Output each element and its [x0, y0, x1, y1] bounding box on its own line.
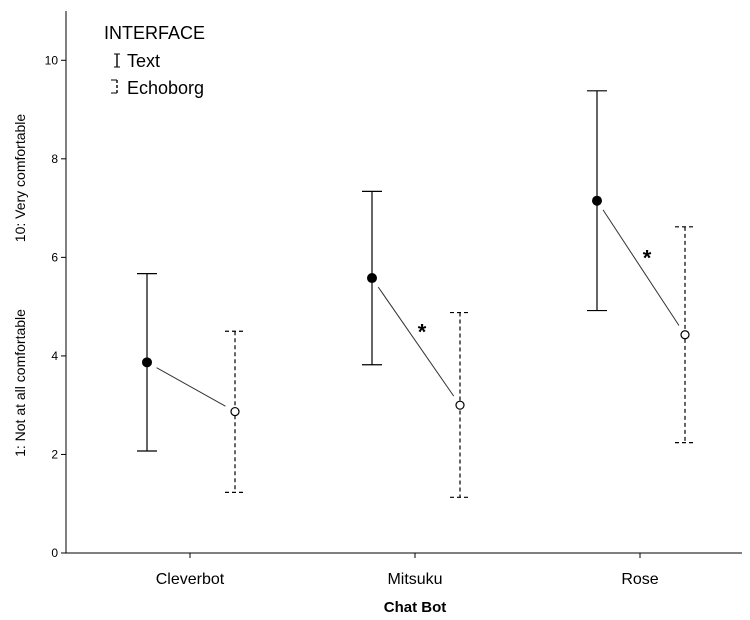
y-tick-label-4: 4 — [51, 349, 58, 363]
connector-mitsuku — [377, 286, 455, 397]
significance-star-mitsuku: * — [418, 320, 427, 345]
x-tick-label-mitsuku: Mitsuku — [387, 571, 442, 588]
connector-cleverbot — [156, 367, 226, 407]
y-axis-label-upper: 10: Very comfortable — [12, 114, 28, 243]
x-tick-label-rose: Rose — [621, 571, 658, 588]
legend-text-label: Text — [127, 51, 160, 71]
legend-echoborg-symbol — [111, 79, 118, 94]
y-tick-label-0: 0 — [51, 546, 58, 560]
legend-title: INTERFACE — [104, 23, 205, 43]
legend: INTERFACE Text Echoborg — [104, 23, 205, 98]
significance-star-rose: * — [643, 246, 652, 271]
echoborg-mitsuku-point — [455, 400, 465, 410]
text-cleverbot-point — [142, 357, 152, 368]
plot-area: 0 2 4 6 8 10 Cleverbot Mitsuku Rose * * — [45, 11, 742, 588]
y-axis-label-lower: 1: Not at all comfortable — [12, 309, 28, 457]
y-tick-label-10: 10 — [45, 53, 59, 67]
legend-echoborg-label: Echoborg — [127, 78, 204, 98]
y-tick-label-2: 2 — [51, 447, 58, 461]
connector-rose — [602, 209, 680, 326]
text-rose-point — [592, 195, 602, 206]
x-axis-label: Chat Bot — [384, 599, 447, 616]
y-tick-label-6: 6 — [51, 250, 58, 264]
legend-text-symbol — [114, 53, 120, 68]
x-tick-label-cleverbot: Cleverbot — [156, 571, 225, 588]
echoborg-cleverbot-point — [230, 406, 240, 417]
echoborg-rose-point — [680, 330, 690, 340]
y-tick-label-8: 8 — [51, 152, 58, 166]
text-mitsuku-point — [367, 273, 377, 284]
